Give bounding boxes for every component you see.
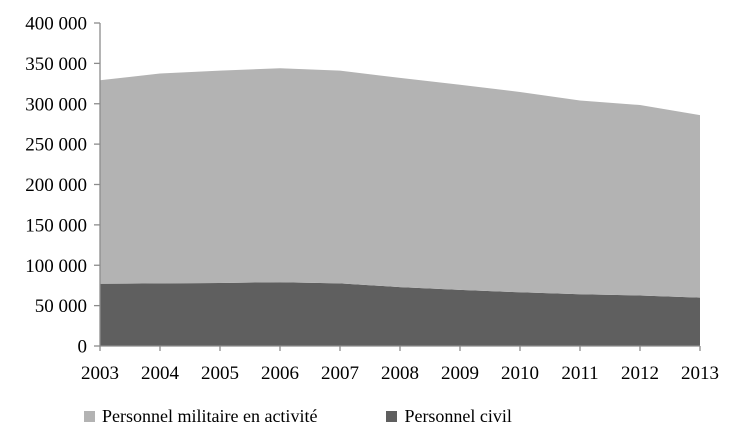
y-tick-label: 50 000 xyxy=(35,296,87,317)
y-tick-label: 200 000 xyxy=(25,175,87,196)
y-tick-label: 300 000 xyxy=(25,94,87,115)
legend-item-personnel-militaire: Personnel militaire en activité xyxy=(84,406,317,427)
y-tick-label: 100 000 xyxy=(25,256,87,277)
x-tick-label: 2006 xyxy=(261,363,299,384)
x-tick-label: 2010 xyxy=(501,363,539,384)
x-tick-label: 2012 xyxy=(621,363,659,384)
legend-label-personnel-civil: Personnel civil xyxy=(404,406,512,426)
y-tick-label: 400 000 xyxy=(25,14,87,35)
legend-swatch-civil-icon xyxy=(386,411,398,422)
x-tick-label: 2013 xyxy=(681,363,719,384)
y-tick-label: 250 000 xyxy=(25,135,87,156)
chart-legend: Personnel militaire en activité Personne… xyxy=(84,406,512,427)
x-tick-label: 2008 xyxy=(381,363,419,384)
y-tick-label: 150 000 xyxy=(25,215,87,236)
x-tick-label: 2011 xyxy=(561,363,598,384)
y-tick-label: 350 000 xyxy=(25,54,87,75)
plot-area: 0 50 000 100 000 150 000 200 000 250 000 300 0… xyxy=(25,14,719,385)
x-tick-label: 2003 xyxy=(81,363,119,384)
legend-item-personnel-civil: Personnel civil xyxy=(386,406,512,427)
area-personnel-civil xyxy=(100,282,700,346)
y-tick-label: 0 xyxy=(78,337,88,358)
x-tick-label: 2009 xyxy=(441,363,479,384)
legend-swatch-militaire-icon xyxy=(84,411,95,422)
x-tick-label: 2004 xyxy=(141,363,180,384)
legend-label-personnel-militaire: Personnel militaire en activité xyxy=(102,406,318,426)
area-personnel-militaire xyxy=(100,68,700,298)
x-tick-label: 2007 xyxy=(321,363,359,384)
x-tick-label: 2005 xyxy=(201,363,239,384)
